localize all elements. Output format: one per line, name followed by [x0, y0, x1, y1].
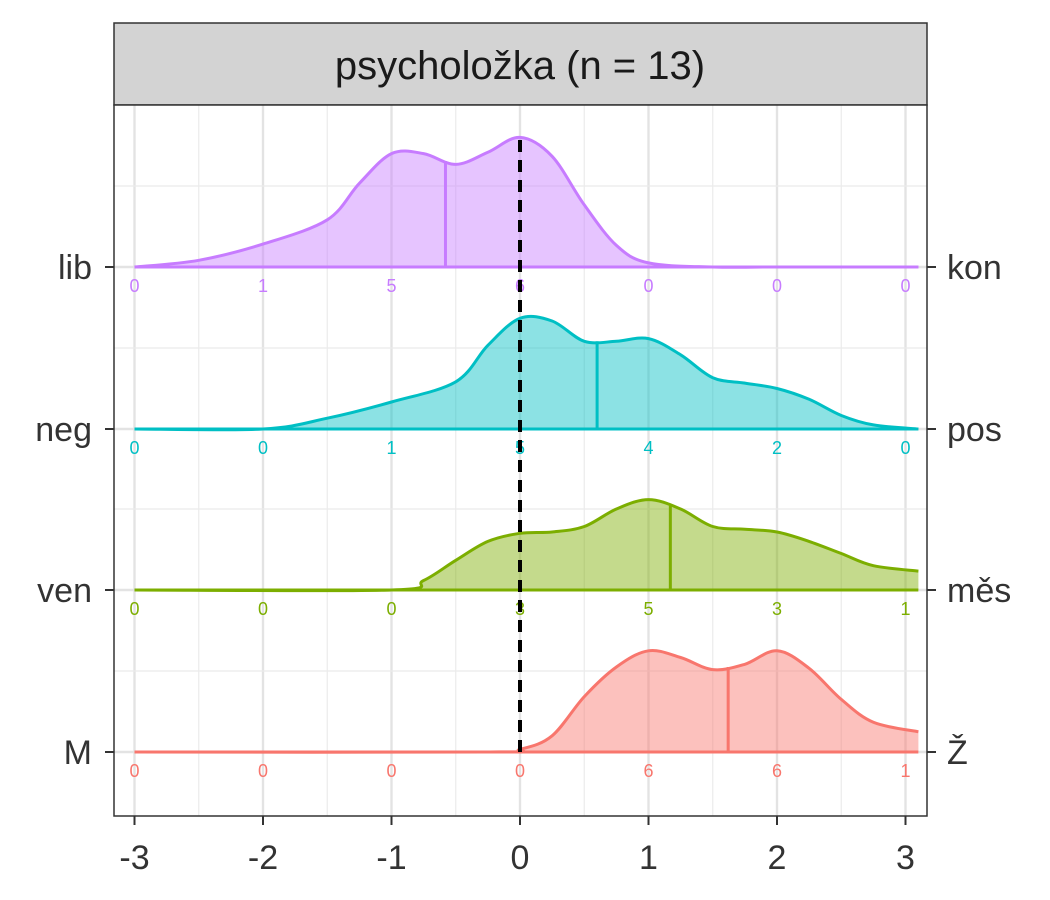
count-label: 0	[386, 761, 396, 781]
ridges	[134, 135, 919, 754]
x-tick-label: 2	[768, 839, 787, 877]
count-label: 5	[643, 599, 653, 619]
count-label: 0	[258, 761, 268, 781]
density-line	[134, 314, 919, 432]
x-tick-label: 1	[639, 839, 658, 877]
y-label-right: kon	[947, 249, 1002, 287]
x-axis: -3 -2 -1 0 1 2 3	[119, 816, 915, 877]
count-label: 1	[386, 438, 396, 458]
y-label-left: lib	[58, 249, 92, 287]
count-label: 2	[772, 438, 782, 458]
count-label: 0	[129, 438, 139, 458]
count-label: 0	[900, 438, 910, 458]
x-tick-label: -2	[248, 839, 278, 877]
count-label: 6	[643, 761, 653, 781]
y-label-left: neg	[35, 411, 92, 449]
count-label: 4	[643, 438, 653, 458]
count-label: 0	[386, 599, 396, 619]
count-label: 5	[386, 276, 396, 296]
density-area	[134, 316, 919, 430]
x-tick-label: 0	[511, 839, 530, 877]
y-label-right: Ž	[947, 734, 968, 772]
ridge-lib	[134, 135, 919, 269]
facet-strip	[113, 22, 928, 106]
count-label: 0	[129, 276, 139, 296]
x-tick-label: -1	[376, 839, 406, 877]
count-label: 0	[258, 599, 268, 619]
y-label-left: M	[64, 734, 92, 772]
count-labels: 0156000001542000035310000661	[129, 276, 910, 781]
y-label-right: pos	[947, 411, 1002, 449]
y-axis-right: kon pos měs Ž	[927, 249, 1011, 772]
count-label: 0	[643, 276, 653, 296]
y-label-left: ven	[37, 572, 92, 610]
count-label: 0	[258, 438, 268, 458]
count-label: 1	[900, 599, 910, 619]
count-label: 0	[515, 761, 525, 781]
count-label: 6	[772, 761, 782, 781]
density-area	[134, 650, 919, 753]
density-line	[134, 498, 919, 593]
count-label: 1	[258, 276, 268, 296]
count-label: 0	[772, 276, 782, 296]
x-tick-label: 3	[896, 839, 915, 877]
count-label: 3	[772, 599, 782, 619]
ridge-ven	[134, 498, 919, 593]
count-label: 0	[129, 761, 139, 781]
facet-title: psycholožka (n = 13)	[335, 44, 705, 88]
density-area	[134, 499, 919, 591]
ridge-M	[134, 649, 919, 754]
ridge-neg	[134, 314, 919, 432]
density-area	[134, 137, 919, 268]
count-label: 1	[900, 761, 910, 781]
count-label: 0	[900, 276, 910, 296]
y-label-right: měs	[947, 572, 1011, 610]
x-tick-label: -3	[119, 839, 149, 877]
y-axis-left: lib neg ven M	[35, 249, 114, 772]
count-label: 0	[129, 599, 139, 619]
